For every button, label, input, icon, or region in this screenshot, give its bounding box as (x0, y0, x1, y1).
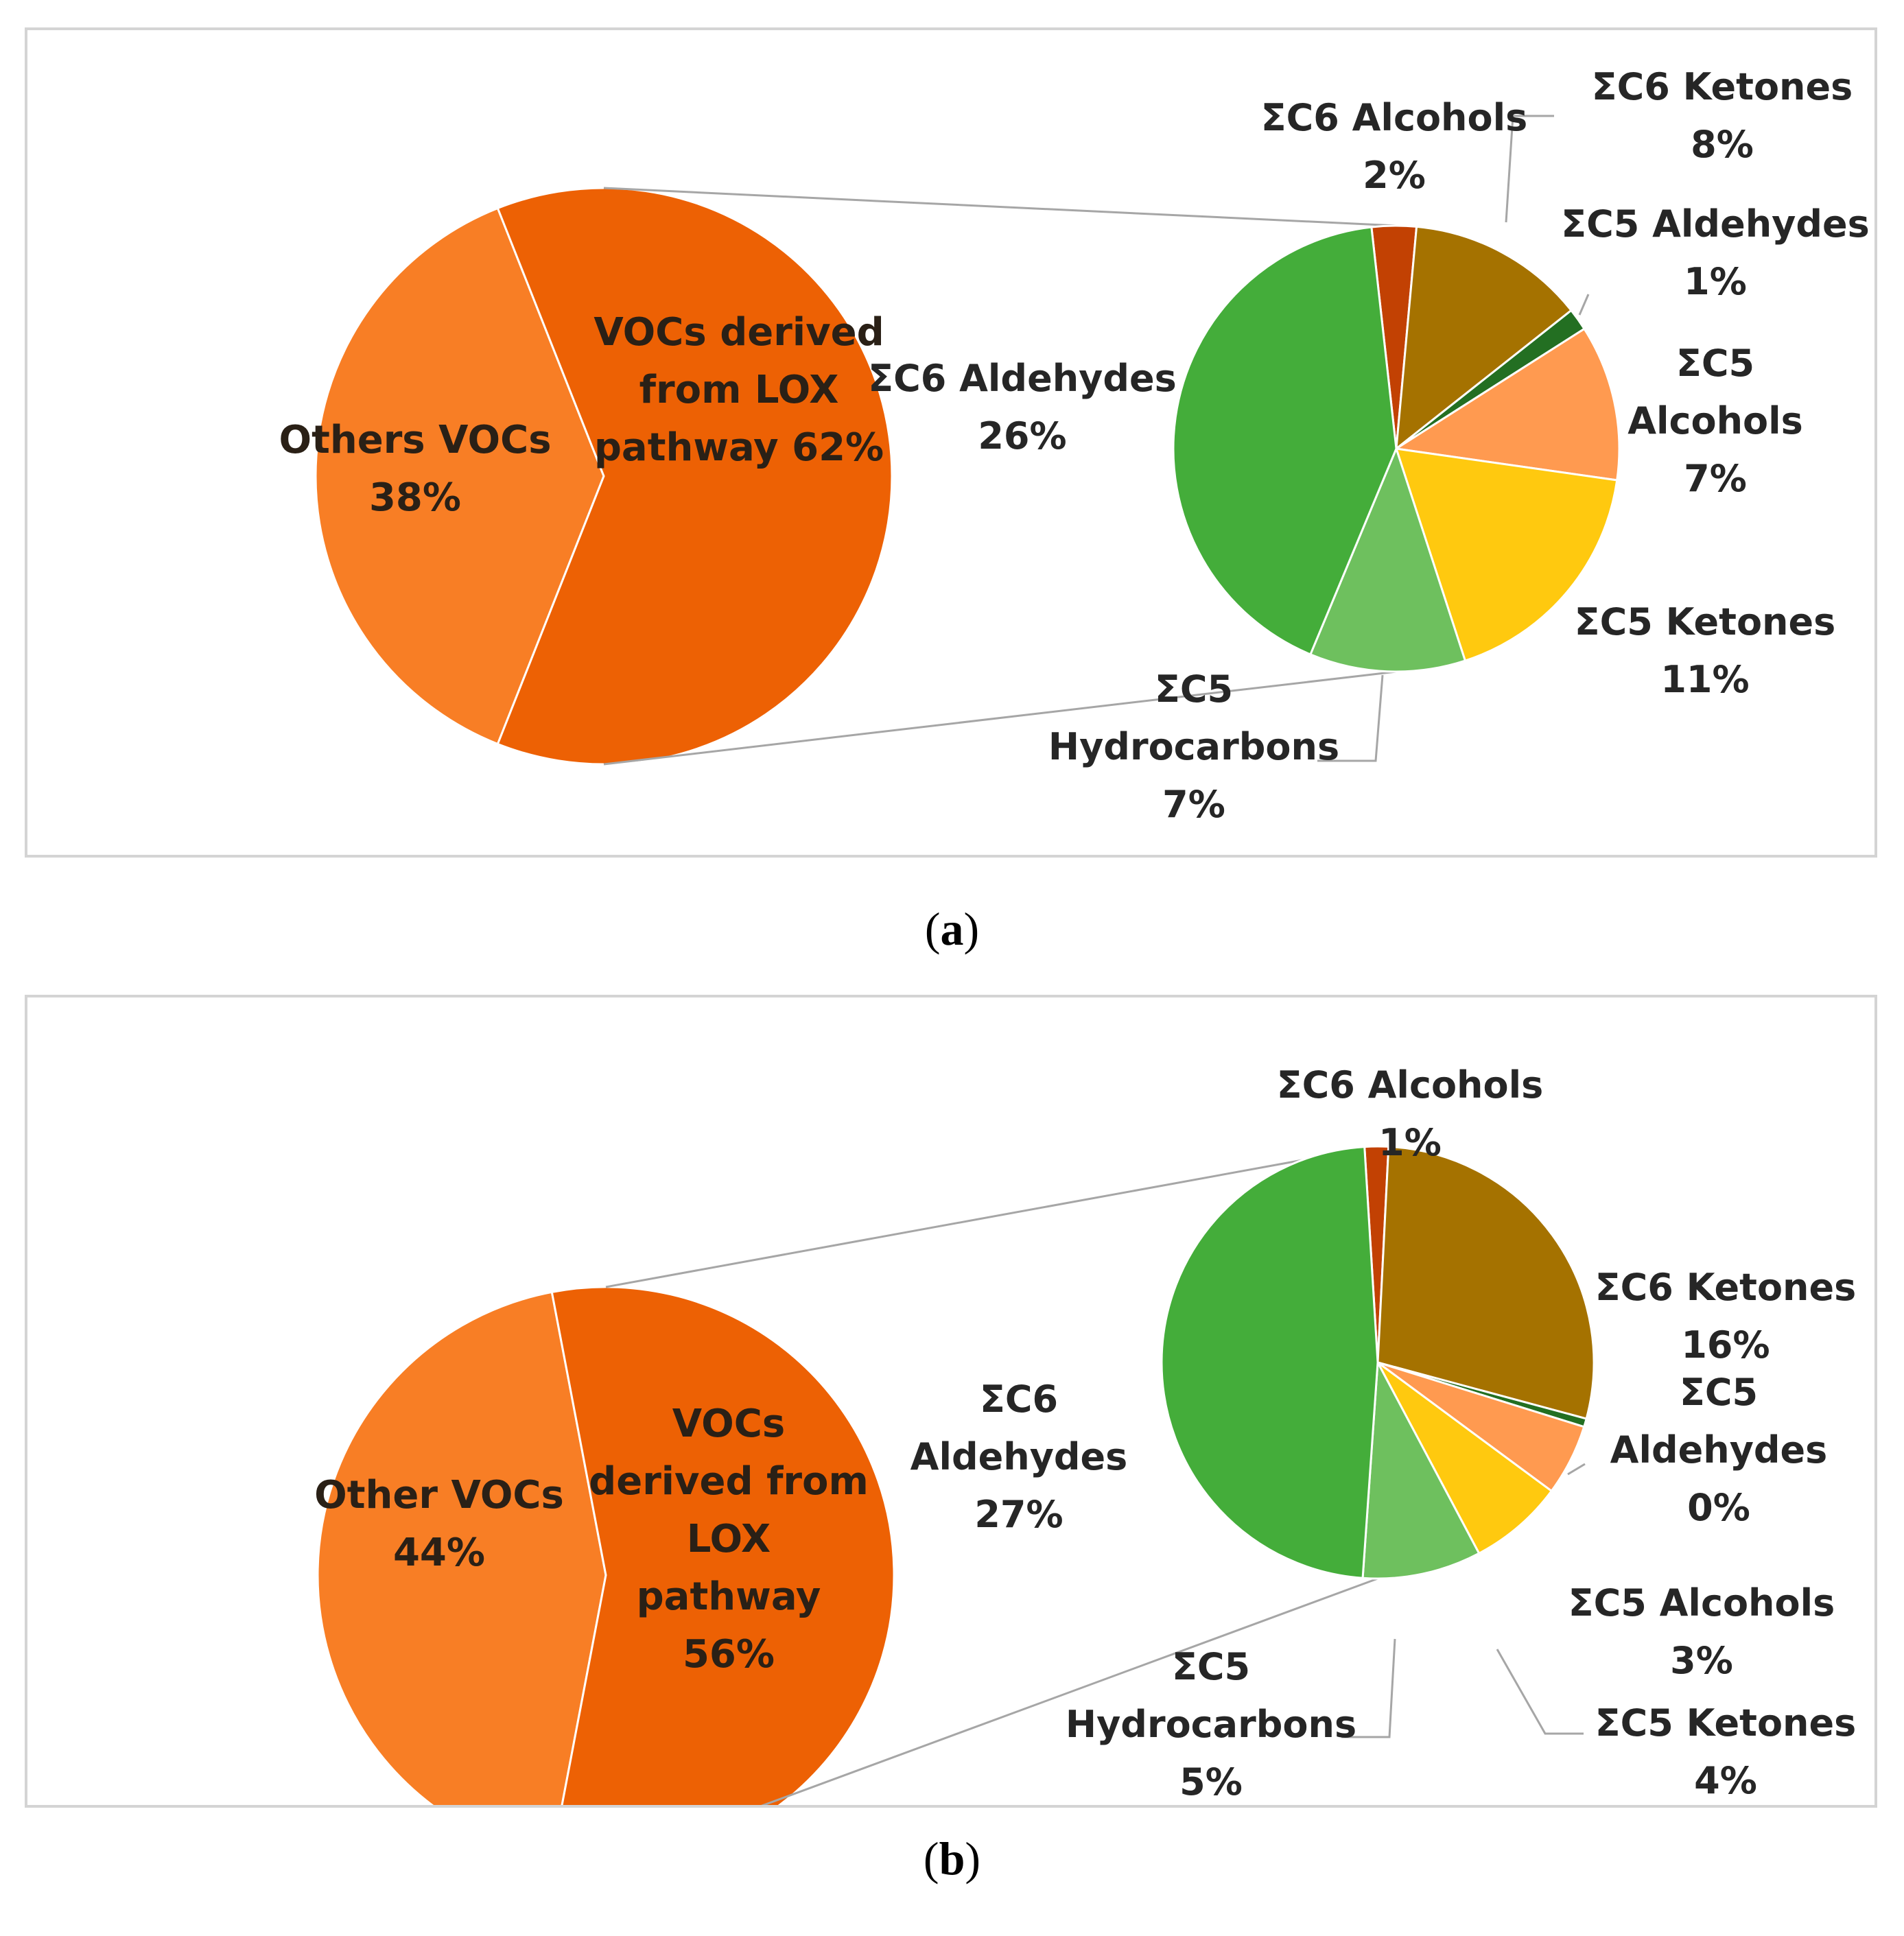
connector-line-bottom (603, 670, 1397, 766)
sub-slice-sum-c5-ketones (1376, 1361, 1553, 1555)
caption-b: (b) (923, 1832, 981, 1885)
sub-label-sum-c5-aldehydes-line: 1% (1684, 260, 1747, 303)
sub-label-sum-c5-aldehydes: ΣC5 Aldehydes 1% (1561, 202, 1870, 303)
main-label-vocs-derived-from-lox-pathway-line: derived from (589, 1459, 869, 1504)
main-label-others-vocs: Others VOCs 38% (279, 418, 551, 520)
connector-line-top (605, 1145, 1378, 1288)
sub-label-sum-c5-hydrocarbons: ΣC5 Hydrocarbons 5% (1066, 1645, 1356, 1804)
sub-label-sum-c6-aldehydes-line: 27% (974, 1493, 1063, 1536)
main-label-vocs-derived-from-lox-pathway-line: LOX (687, 1517, 771, 1561)
main-label-other-vocs-line: Other VOCs (314, 1473, 564, 1518)
leader-line (1567, 1463, 1586, 1476)
sub-label-sum-c6-ketones-line: 8% (1691, 123, 1754, 166)
sub-slice-sum-c6-ketones (1376, 1145, 1595, 1420)
sub-label-sum-c5-alcohols: ΣC5 Alcohols 7% (1627, 342, 1803, 500)
main-label-others-vocs-line: Others VOCs (279, 418, 551, 462)
chart-panel-b: VOCs derived from LOX pathway 56% Other VOCs 4… (25, 995, 1877, 1808)
main-label-others-vocs-line: 38% (369, 475, 461, 520)
main-label-vocs-derived-from-lox-pathway: VOCs derived from LOX pathway 56% (589, 1402, 869, 1677)
leader-line (1505, 115, 1554, 223)
main-slice-other-vocs (316, 1290, 607, 1805)
sub-label-sum-c6-aldehydes-line: ΣC6 (980, 1378, 1058, 1421)
main-label-other-vocs: Other VOCs 44% (314, 1473, 564, 1575)
sub-label-sum-c6-alcohols-line: 2% (1363, 154, 1426, 197)
sub-slice-sum-c6-aldehydes (1172, 226, 1398, 656)
main-label-vocs-derived-from-lox-pathway-line: from LOX (639, 368, 839, 412)
main-label-vocs-derived-from-lox-pathway: VOCs derived from LOX pathway 62% (593, 310, 884, 470)
sub-label-sum-c5-alcohols-line: ΣC5 (1676, 342, 1754, 385)
connector-line-bottom (761, 1577, 1378, 1805)
main-label-other-vocs-line: 44% (393, 1531, 485, 1575)
main-slice-others-vocs (314, 206, 605, 746)
sub-label-sum-c5-alcohols-line: 7% (1684, 457, 1747, 500)
sub-label-sum-c6-alcohols-line: ΣC6 Alcohols (1261, 96, 1528, 139)
chart-panel-a: VOCs derived from LOX pathway 62% Others VO… (25, 27, 1877, 858)
sub-label-sum-c5-ketones-line: 4% (1694, 1759, 1757, 1802)
sub-label-sum-c6-alcohols: ΣC6 Alcohols 1% (1277, 1063, 1544, 1164)
sub-label-sum-c5-hydrocarbons-line: ΣC5 (1155, 668, 1233, 711)
sub-label-sum-c6-alcohols: ΣC6 Alcohols 2% (1261, 96, 1528, 197)
sub-slice-sum-c6-ketones (1395, 225, 1573, 451)
sub-label-sum-c6-aldehydes-line: 26% (978, 414, 1066, 458)
sub-label-sum-c5-ketones-line: ΣC5 Ketones (1595, 1701, 1857, 1745)
sub-label-sum-c6-ketones-line: ΣC6 Ketones (1595, 1266, 1857, 1309)
main-label-vocs-derived-from-lox-pathway-line: VOCs (672, 1402, 785, 1446)
leader-line (1578, 294, 1590, 316)
sub-label-sum-c6-alcohols-line: 1% (1378, 1121, 1442, 1164)
leader-line (1317, 674, 1384, 762)
sub-label-sum-c5-aldehydes: ΣC5 Aldehydes 0% (1610, 1371, 1828, 1529)
sub-slice-sum-c6-aldehydes (1160, 1146, 1379, 1579)
sub-label-sum-c5-ketones: ΣC5 Ketones 11% (1575, 600, 1836, 701)
sub-label-sum-c5-hydrocarbons-line: 7% (1162, 783, 1225, 826)
sub-slice-sum-c5-hydrocarbons (1361, 1358, 1481, 1580)
sub-label-sum-c5-aldehydes-line: ΣC5 (1680, 1371, 1758, 1414)
main-label-vocs-derived-from-lox-pathway-line: pathway (637, 1574, 821, 1619)
sub-label-sum-c5-alcohols-line: Alcohols (1627, 399, 1803, 442)
sub-label-sum-c5-hydrocarbons-line: Hydrocarbons (1066, 1703, 1356, 1746)
sub-label-sum-c5-hydrocarbons: ΣC5 Hydrocarbons 7% (1048, 668, 1339, 826)
sub-label-sum-c6-alcohols-line: ΣC6 Alcohols (1277, 1063, 1544, 1107)
sub-label-sum-c5-hydrocarbons-line: ΣC5 (1172, 1645, 1250, 1688)
sub-label-sum-c6-aldehydes-line: ΣC6 Aldehydes (868, 357, 1177, 400)
main-label-vocs-derived-from-lox-pathway-line: VOCs derived (593, 310, 884, 355)
sub-slice-sum-c5-hydrocarbons (1308, 445, 1467, 673)
sub-label-sum-c5-alcohols-line: ΣC5 Alcohols (1568, 1581, 1835, 1625)
main-label-vocs-derived-from-lox-pathway-line: pathway 62% (594, 425, 884, 470)
sub-label-sum-c5-hydrocarbons-line: 5% (1179, 1760, 1243, 1804)
sub-label-sum-c6-ketones-line: ΣC6 Ketones (1592, 65, 1853, 108)
main-label-vocs-derived-from-lox-pathway-line: 56% (683, 1632, 775, 1677)
sub-slice-sum-c5-ketones (1394, 447, 1619, 662)
leader-line (1341, 1638, 1396, 1738)
sub-label-sum-c5-aldehydes-line: 0% (1687, 1486, 1750, 1529)
main-slice-vocs-derived-from-lox-pathway (550, 1286, 895, 1805)
caption-a: (a) (924, 903, 980, 955)
pie-of-pie-chart-a: VOCs derived from LOX pathway 62% Others VO… (279, 65, 1870, 826)
sub-label-sum-c5-ketones-line: ΣC5 Ketones (1575, 600, 1836, 644)
sub-slice-sum-c5-alcohols (1393, 327, 1621, 482)
sub-label-sum-c6-aldehydes: ΣC6 Aldehydes 26% (868, 357, 1177, 458)
sub-label-sum-c6-ketones-line: 16% (1681, 1323, 1770, 1367)
sub-label-sum-c5-aldehydes-line: Aldehydes (1610, 1428, 1828, 1472)
sub-label-sum-c6-ketones: ΣC6 Ketones 8% (1592, 65, 1853, 166)
sub-label-sum-c6-aldehydes: ΣC6 Aldehydes 27% (910, 1378, 1128, 1536)
sub-label-sum-c6-aldehydes-line: Aldehydes (910, 1435, 1128, 1478)
sub-label-sum-c5-ketones: ΣC5 Ketones 4% (1595, 1701, 1857, 1802)
connector-line-top (603, 187, 1397, 227)
sub-label-sum-c5-aldehydes-line: ΣC5 Aldehydes (1561, 202, 1870, 246)
sub-label-sum-c5-ketones-line: 11% (1660, 658, 1749, 701)
sub-label-sum-c6-ketones: ΣC6 Ketones 16% (1595, 1266, 1857, 1367)
leader-line (1496, 1649, 1584, 1735)
pie-of-pie-chart-b: VOCs derived from LOX pathway 56% Other VOCs 4… (314, 1063, 1857, 1805)
sub-label-sum-c5-alcohols-line: 3% (1670, 1639, 1733, 1682)
sub-label-sum-c5-alcohols: ΣC5 Alcohols 3% (1568, 1581, 1835, 1682)
sub-label-sum-c5-hydrocarbons-line: Hydrocarbons (1048, 725, 1339, 768)
